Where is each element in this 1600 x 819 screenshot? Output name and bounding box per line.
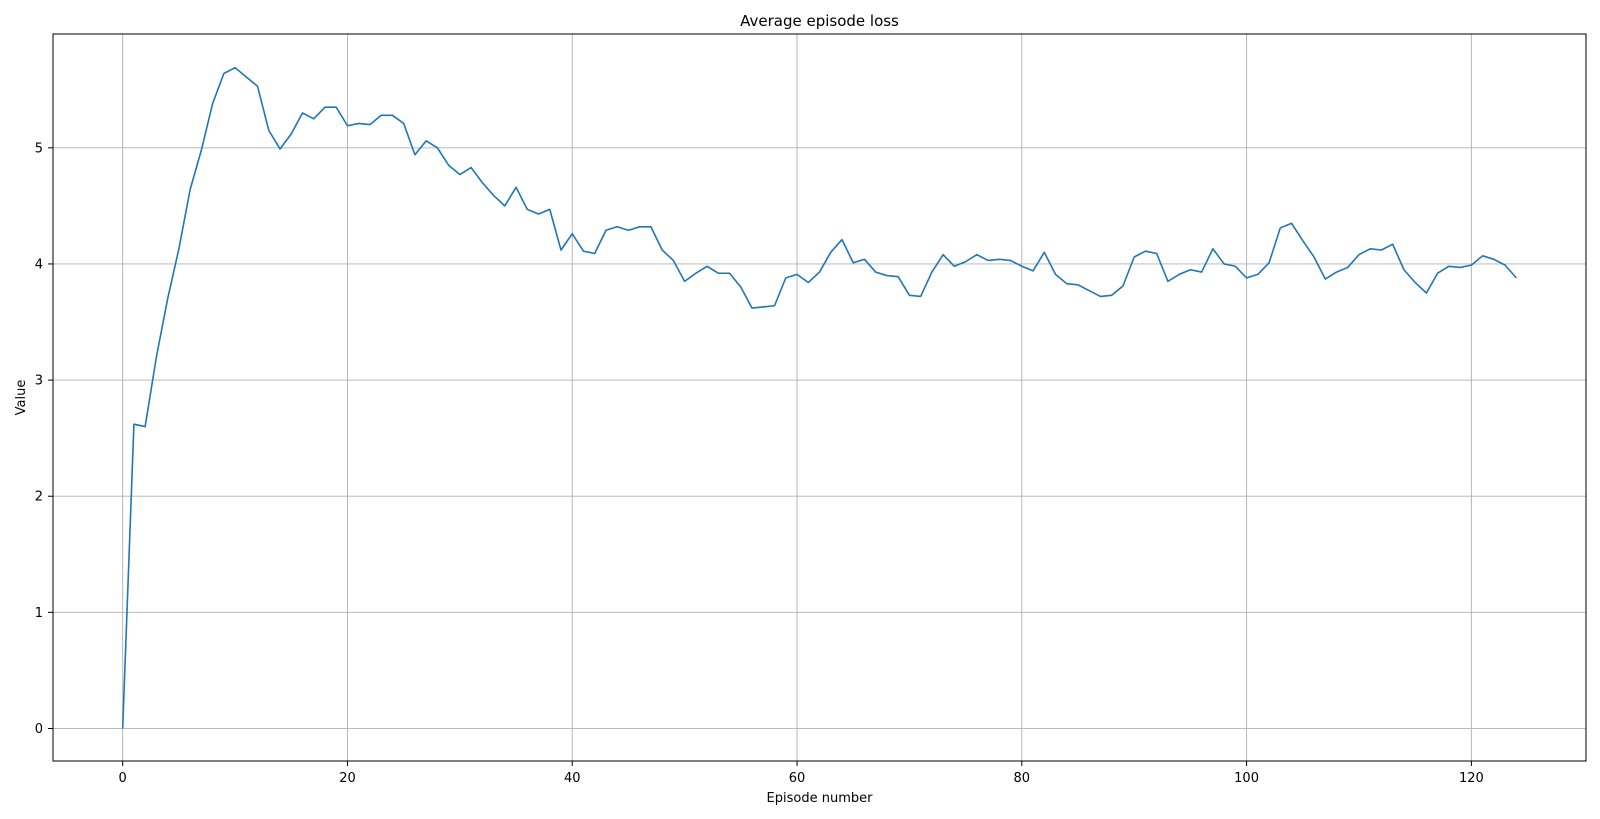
x-axis: 0 20 40 60 80 100 120	[119, 761, 1484, 786]
y-tick-label: 1	[35, 606, 43, 621]
chart-title: Average episode loss	[740, 12, 899, 30]
plot-frame	[52, 33, 1587, 762]
x-axis-title: Episode number	[767, 791, 874, 806]
x-tick-label: 100	[1234, 771, 1259, 786]
grid-lines	[53, 34, 1586, 761]
x-tick-label: 40	[564, 771, 581, 786]
series-line	[121, 66, 1517, 729]
y-axis-title: Value	[14, 380, 29, 416]
y-tick-label: 2	[35, 490, 43, 505]
y-tick-label: 0	[35, 722, 43, 737]
x-tick-label: 0	[119, 771, 127, 786]
x-tick-label: 60	[789, 771, 806, 786]
y-tick-label: 3	[35, 374, 43, 389]
x-tick-label: 80	[1014, 771, 1031, 786]
x-tick-label: 120	[1459, 771, 1484, 786]
y-tick-label: 5	[35, 141, 43, 156]
y-axis: 0 1 2 3 4 5	[35, 141, 53, 737]
x-tick-label: 20	[339, 771, 356, 786]
series-layer	[121, 66, 1517, 729]
y-tick-label: 4	[35, 257, 43, 272]
